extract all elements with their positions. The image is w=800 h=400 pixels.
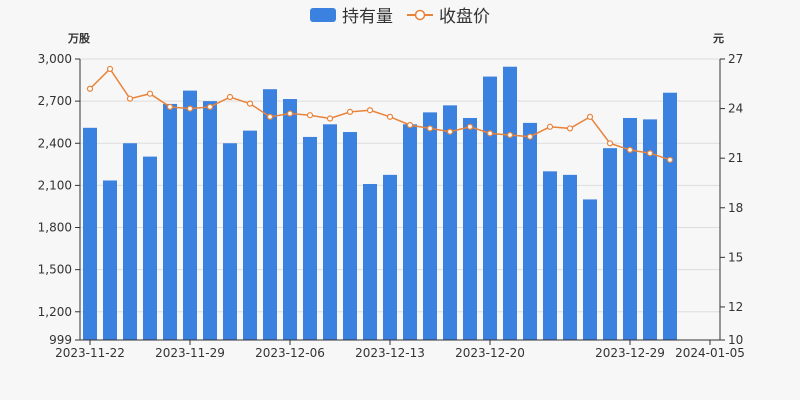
- line-point: [626, 146, 634, 154]
- line-point: [326, 115, 334, 122]
- line-point: [286, 110, 294, 117]
- bar: [663, 92, 677, 340]
- left-axis-unit: 万股: [68, 32, 90, 45]
- bar: [143, 156, 157, 340]
- bar: [183, 90, 197, 340]
- bar: [443, 105, 457, 340]
- line-point: [306, 112, 314, 119]
- bar: [223, 143, 237, 340]
- legend-label-close-price: 收盘价: [439, 7, 490, 27]
- x-tick-label: 2023-12-13: [355, 346, 425, 360]
- x-tick-label: 2024-01-05: [675, 346, 745, 360]
- line-point: [266, 113, 274, 120]
- line-point: [146, 90, 154, 97]
- bar: [463, 117, 477, 341]
- series-line: [89, 67, 671, 161]
- bar: [363, 183, 377, 340]
- legend-label-holdings: 持有量: [342, 7, 393, 27]
- bar: [503, 66, 517, 341]
- bar: [83, 127, 97, 340]
- bar: [423, 112, 437, 341]
- bar: [263, 89, 277, 340]
- line-point: [606, 140, 614, 147]
- y-left-tick-label: 2,700: [38, 94, 72, 108]
- line-point: [646, 150, 654, 157]
- bar: [603, 148, 617, 340]
- y-right-tick-label: 10: [728, 333, 743, 347]
- y-left-tick-label: 2,400: [38, 136, 72, 150]
- bar: [523, 122, 537, 340]
- y-right-tick-label: 21: [728, 151, 743, 165]
- legend: 持有量 收盘价: [0, 2, 800, 27]
- bar: [543, 171, 557, 340]
- bar: [583, 199, 597, 340]
- bar: [563, 174, 577, 340]
- line-point: [466, 123, 474, 130]
- line-point: [406, 122, 414, 129]
- bar: [643, 119, 657, 341]
- bar: [283, 99, 297, 340]
- line-point: [226, 93, 234, 101]
- bar: [243, 130, 257, 340]
- right-axis-unit: 元: [713, 32, 724, 45]
- y-left-tick-label: 1,500: [38, 263, 72, 277]
- bar: [383, 174, 397, 340]
- x-tick-label: 2023-12-29: [595, 346, 665, 360]
- x-tick-label: 2023-12-06: [255, 346, 325, 360]
- bar: [323, 124, 337, 340]
- bar: [123, 143, 137, 340]
- x-tick-label: 2023-12-20: [455, 346, 525, 360]
- bar-swatch-icon: [310, 7, 336, 22]
- legend-item-close-price[interactable]: 收盘价: [407, 2, 490, 27]
- line-point: [446, 128, 454, 135]
- y-right-tick-label: 12: [728, 300, 743, 314]
- line-point: [246, 100, 254, 107]
- line-point: [366, 107, 374, 114]
- bar: [303, 136, 317, 340]
- line-swatch-icon: [407, 9, 433, 20]
- line-point: [346, 108, 354, 115]
- legend-item-holdings[interactable]: 持有量: [310, 2, 393, 27]
- line-point: [666, 156, 674, 163]
- line-point: [546, 123, 554, 130]
- line-point: [386, 113, 394, 120]
- bar: [103, 180, 117, 340]
- y-right-tick-label: 24: [728, 102, 743, 116]
- line-point: [526, 133, 534, 140]
- y-right-tick-label: 18: [728, 201, 743, 215]
- line-point: [566, 125, 574, 132]
- line-point: [106, 65, 114, 73]
- y-left-tick-label: 999: [49, 333, 72, 347]
- line-point: [486, 130, 494, 137]
- bar: [403, 124, 417, 340]
- y-right-tick-label: 27: [728, 52, 743, 66]
- line-point: [506, 131, 514, 139]
- x-tick-label: 2023-11-29: [155, 346, 225, 360]
- line-point: [586, 113, 594, 120]
- line-point: [126, 95, 134, 102]
- line-point: [186, 105, 194, 112]
- bar: [203, 101, 217, 340]
- line-point: [86, 85, 94, 92]
- bar: [483, 76, 497, 341]
- line-point: [166, 103, 174, 111]
- y-right-tick-label: 15: [728, 250, 743, 264]
- x-tick-label: 2023-11-22: [55, 346, 125, 360]
- y-left-tick-label: 3,000: [38, 52, 72, 66]
- bar: [163, 103, 177, 340]
- y-left-tick-label: 1,800: [38, 221, 72, 235]
- bar: [343, 132, 357, 340]
- y-left-tick-label: 1,200: [38, 305, 72, 319]
- y-left-tick-label: 2,100: [38, 178, 72, 192]
- line-point: [426, 125, 434, 132]
- bar: [623, 117, 637, 341]
- line-point: [206, 103, 214, 111]
